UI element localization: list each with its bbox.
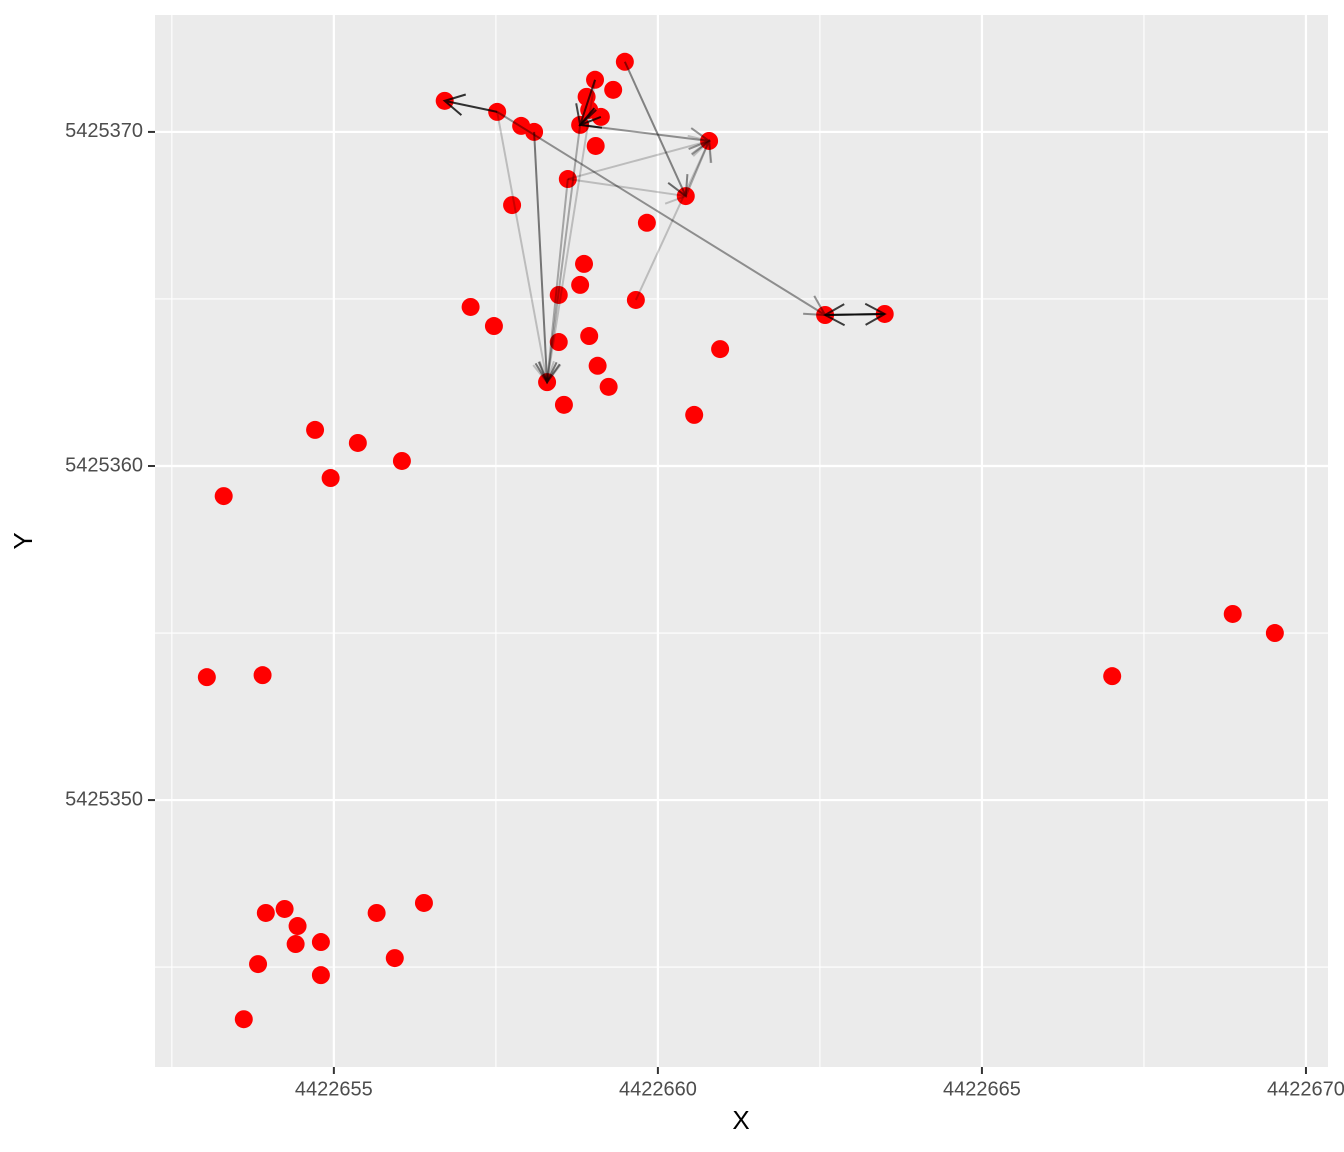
point: [484, 317, 503, 336]
arrow-path: [537, 178, 569, 385]
point: [558, 170, 577, 189]
arrow: [684, 139, 713, 197]
point: [637, 213, 656, 232]
y-tick-label: 5425350: [65, 788, 143, 810]
point: [234, 1010, 253, 1029]
point: [549, 333, 568, 352]
point: [676, 187, 695, 206]
arrow: [496, 111, 555, 385]
point: [1265, 624, 1284, 643]
x-tick-label: 4422670: [1267, 1078, 1344, 1100]
point: [554, 395, 573, 414]
point: [286, 935, 305, 954]
x-tick-label: 4422660: [619, 1078, 697, 1100]
arrow-path: [634, 139, 712, 301]
arrow: [496, 111, 827, 317]
arrow: [538, 124, 582, 385]
point: [414, 893, 433, 912]
point: [461, 297, 480, 316]
arrow: [623, 61, 689, 198]
point: [256, 903, 275, 922]
x-tick-label: 4422665: [943, 1078, 1021, 1100]
point: [1223, 604, 1242, 623]
y-tick-label: 5425370: [65, 120, 143, 142]
arrow-path: [825, 302, 887, 326]
y-axis-title: Y: [8, 532, 38, 549]
arrow: [567, 178, 688, 205]
point: [580, 327, 599, 346]
point: [615, 52, 634, 71]
x-tick-label: 4422655: [295, 1078, 373, 1100]
point: [503, 196, 522, 215]
point: [321, 469, 340, 488]
point: [685, 405, 704, 424]
point: [311, 966, 330, 985]
point: [385, 949, 404, 968]
point: [1103, 667, 1122, 686]
point: [367, 903, 386, 922]
arrow-path: [623, 61, 689, 198]
point: [588, 356, 607, 375]
arrow-path: [496, 111, 827, 317]
arrow: [825, 302, 887, 326]
point: [214, 487, 233, 506]
arrow: [575, 79, 597, 127]
x-axis-title: X: [732, 1105, 749, 1135]
point: [275, 899, 294, 918]
arrow-path: [442, 93, 498, 116]
point: [549, 285, 568, 304]
point: [711, 340, 730, 359]
arrow-path: [567, 134, 712, 180]
point: [197, 668, 216, 687]
point: [580, 100, 599, 119]
arrow-path: [533, 131, 558, 385]
point: [249, 955, 268, 974]
arrow-path: [496, 111, 555, 385]
point: [311, 933, 330, 952]
point: [392, 451, 411, 470]
point: [700, 131, 719, 150]
arrow: [538, 79, 597, 385]
point: [626, 290, 645, 309]
arrow: [537, 178, 569, 385]
point: [306, 420, 325, 439]
point: [604, 80, 623, 99]
point: [348, 433, 367, 452]
arrow: [442, 93, 498, 116]
point: [288, 917, 307, 936]
point: [253, 666, 272, 685]
arrow-path: [538, 79, 597, 385]
panel: [155, 15, 1328, 1067]
arrow-path: [567, 178, 688, 205]
point: [571, 275, 590, 294]
arrow: [533, 131, 558, 385]
arrow: [634, 139, 712, 301]
arrow-path: [684, 139, 713, 197]
arrow: [567, 134, 712, 180]
point: [575, 254, 594, 273]
arrow-path: [538, 124, 582, 385]
arrow-path: [575, 79, 597, 127]
y-tick-label: 5425360: [65, 454, 143, 476]
point: [586, 136, 605, 155]
point: [599, 377, 618, 396]
